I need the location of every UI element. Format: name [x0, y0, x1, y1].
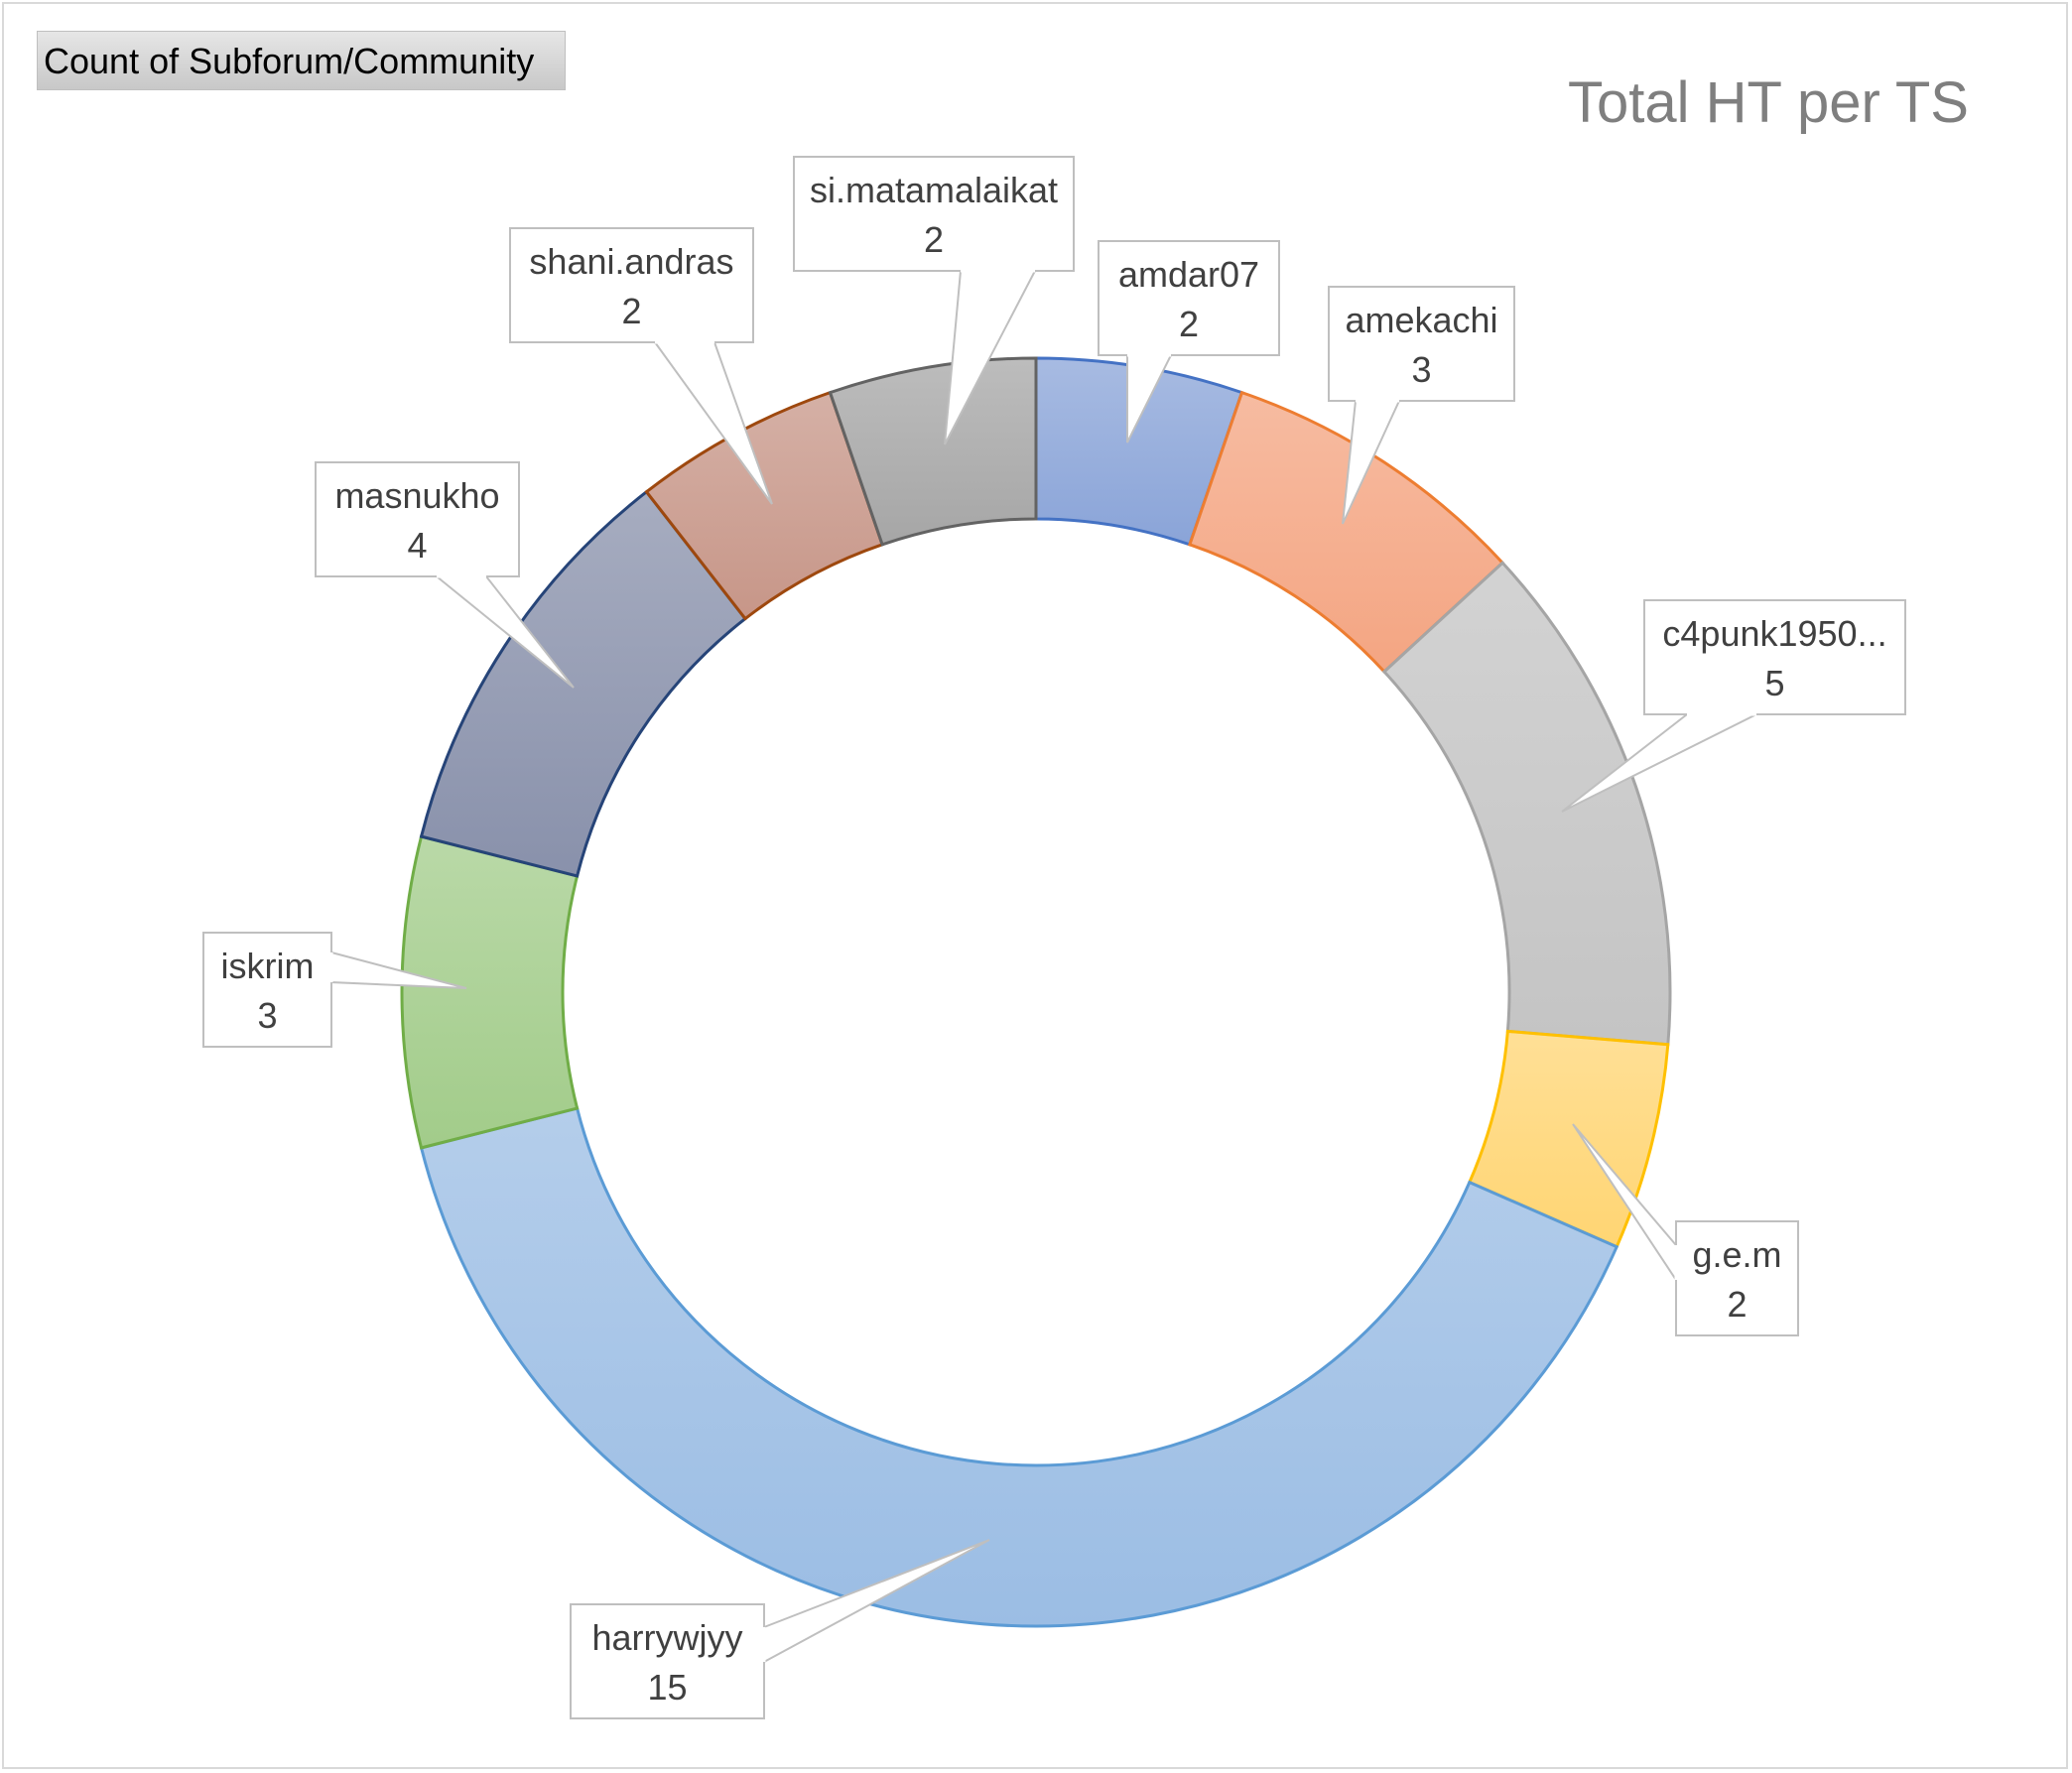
data-label-value: 15	[647, 1667, 687, 1708]
callout-box	[202, 932, 332, 1048]
callout-box	[1098, 240, 1280, 356]
callout-box	[315, 461, 520, 577]
callout-box	[509, 227, 754, 343]
data-label-value: 2	[621, 291, 641, 331]
data-label-callout: masnukho 4	[315, 461, 575, 689]
data-label-category: harrywjyy	[591, 1617, 742, 1658]
callout-box	[1643, 599, 1906, 715]
data-label-category: amdar07	[1118, 254, 1259, 295]
data-label-value: 2	[1727, 1284, 1747, 1325]
data-label-value: 2	[924, 219, 944, 260]
slice-c4punk1950[interactable]	[1381, 561, 1672, 1047]
data-label-category: shani.andras	[529, 241, 733, 282]
data-label-callout: si.matamalaikat 2	[793, 156, 1075, 445]
data-label-callout: iskrim 3	[202, 932, 467, 1048]
data-label-value: 3	[1411, 349, 1431, 390]
callout-box	[1328, 286, 1515, 402]
data-label-callout: c4punk1950... 5	[1561, 599, 1906, 813]
data-label-category: g.e.m	[1692, 1234, 1781, 1275]
data-label-category: si.matamalaikat	[810, 170, 1058, 210]
slice-iskrim[interactable]	[400, 834, 580, 1150]
callout-box	[793, 156, 1075, 272]
data-label-category: amekachi	[1345, 300, 1497, 340]
data-label-category: iskrim	[221, 946, 315, 986]
data-label-value: 5	[1764, 663, 1784, 703]
data-label-category: c4punk1950...	[1662, 613, 1886, 654]
data-label-callout: amdar07 2	[1098, 240, 1280, 443]
field-button-count-subforum[interactable]: Count of Subforum/Community	[37, 31, 566, 90]
data-label-value: 3	[257, 995, 277, 1036]
data-label-callout: amekachi 3	[1328, 286, 1515, 525]
callout-box	[1675, 1220, 1799, 1336]
data-label-callout: harrywjyy 15	[570, 1539, 990, 1719]
data-label-callout: g.e.m 2	[1572, 1123, 1799, 1336]
chart-title: Total HT per TS	[1567, 70, 1969, 135]
data-label-value: 4	[407, 525, 427, 566]
data-label-value: 2	[1179, 304, 1199, 344]
data-label-category: masnukho	[334, 475, 499, 516]
slice-si-matamalaikat[interactable]	[828, 356, 1038, 547]
callout-box	[570, 1603, 765, 1719]
data-label-callout: shani.andras 2	[509, 227, 773, 505]
slice-harrywjyy[interactable]	[419, 1106, 1619, 1628]
